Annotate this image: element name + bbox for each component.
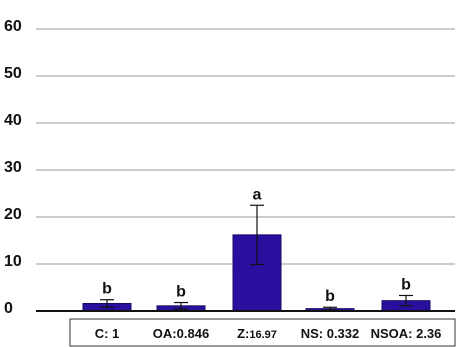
- significance-letters: b b a b b: [102, 186, 411, 305]
- category-label-c: C: 1: [95, 326, 120, 341]
- category-label-box: C: 1 OA:0.846 Z:16.97 NS: 0.332 NSOA: 2.36: [69, 318, 456, 347]
- category-label-oa: OA:0.846: [153, 326, 209, 341]
- y-axis-tick-labels: 0 10 20 30 40 50 60: [4, 18, 22, 317]
- significance-letter: b: [176, 284, 186, 301]
- error-bar-oa: [174, 301, 188, 310]
- error-bar-c: [100, 299, 114, 308]
- significance-letter: b: [401, 276, 411, 293]
- error-bar-z: [250, 204, 264, 266]
- category-label-ns: NS: 0.332: [301, 326, 360, 341]
- y-tick-label: 0: [4, 300, 13, 317]
- y-tick-label: 10: [4, 253, 22, 270]
- category-label-frame: [69, 318, 456, 347]
- y-tick-label: 30: [4, 159, 22, 176]
- error-bar-nsoa: [399, 294, 413, 307]
- category-label-nsoa: NSOA: 2.36: [371, 326, 442, 341]
- significance-letter: b: [102, 281, 112, 298]
- category-label-z: Z:16.97: [237, 326, 277, 341]
- gridlines: [36, 28, 455, 265]
- y-tick-label: 40: [4, 112, 22, 129]
- significance-letter: a: [253, 186, 262, 203]
- y-tick-label: 50: [4, 65, 22, 82]
- y-tick-label: 60: [4, 18, 22, 35]
- significance-letter: b: [325, 288, 335, 305]
- y-tick-label: 20: [4, 206, 22, 223]
